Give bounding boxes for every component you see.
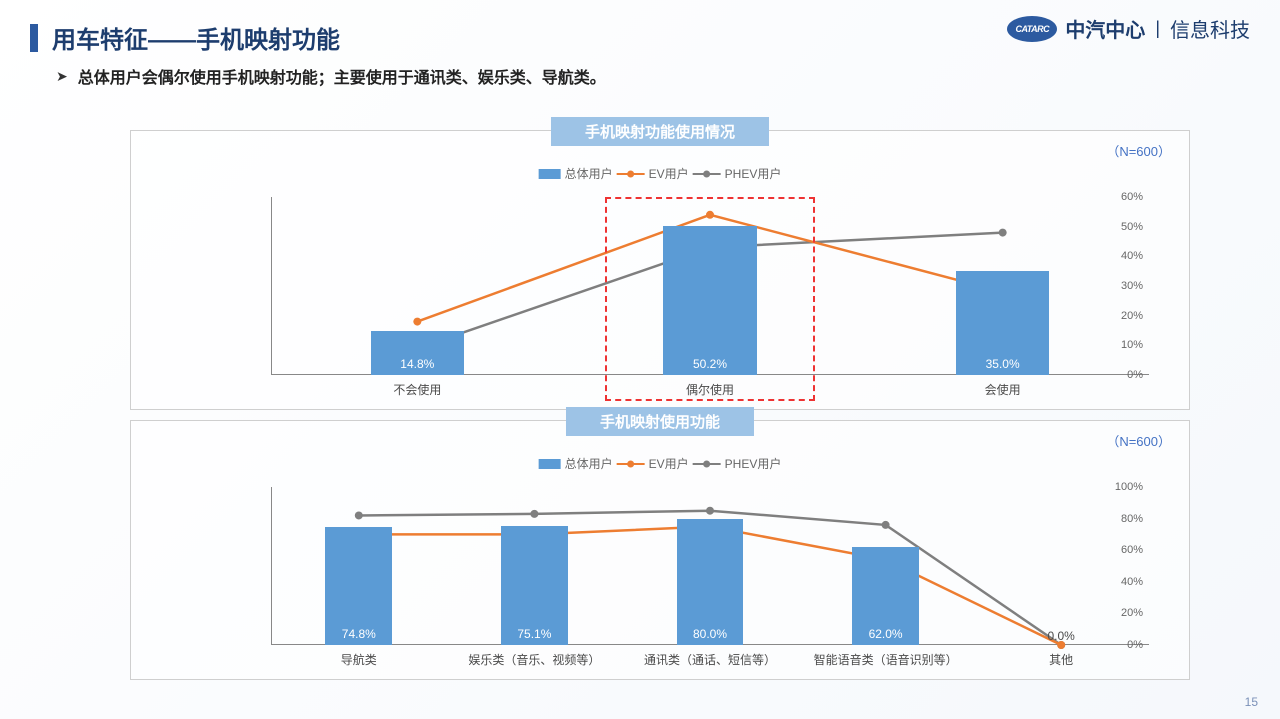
y-tick-label: 10% <box>1121 339 1143 351</box>
bar: 14.8% <box>371 331 465 375</box>
y-tick-label: 0% <box>1127 639 1143 651</box>
y-tick-label: 40% <box>1121 250 1143 262</box>
y-tick-label: 30% <box>1121 280 1143 292</box>
series-marker <box>706 507 714 515</box>
bar-value-label: 75.1% <box>501 627 568 641</box>
series-marker <box>882 521 890 529</box>
series-marker <box>999 229 1007 237</box>
bar-value-label: 80.0% <box>677 627 744 641</box>
y-tick-label: 20% <box>1121 607 1143 619</box>
panel-title-wrap: 手机映射使用功能 <box>566 407 754 436</box>
bar: 74.8% <box>325 527 392 645</box>
chart-panel-functions: 手机映射使用功能 （N=600） 总体用户 EV用户 PHEV用户 0%20%4… <box>130 420 1190 680</box>
logo-divider: | <box>1155 18 1160 39</box>
highlight-box <box>605 197 816 401</box>
bar: 80.0% <box>677 519 744 645</box>
category-label: 其他 <box>1049 651 1073 668</box>
y-tick-label: 60% <box>1121 544 1143 556</box>
panel-title-wrap: 手机映射功能使用情况 <box>551 117 769 146</box>
panel-title: 手机映射使用功能 <box>600 411 720 432</box>
legend-ev-line-icon <box>617 463 645 465</box>
y-tick-label: 80% <box>1121 513 1143 525</box>
bar-value-label: 74.8% <box>325 627 392 641</box>
legend-bar-icon <box>539 459 561 469</box>
legend: 总体用户 EV用户 PHEV用户 <box>539 455 782 472</box>
subtitle-text: 总体用户会偶尔使用手机映射功能；主要使用于通讯类、娱乐类、导航类。 <box>78 64 606 88</box>
panel-title: 手机映射功能使用情况 <box>585 121 735 142</box>
sample-size-label: （N=600） <box>1106 141 1171 160</box>
bar: 62.0% <box>852 547 919 645</box>
title-accent-bar <box>30 24 38 52</box>
category-label: 智能语音类（语音识别等） <box>814 651 958 668</box>
plot-area: 0%10%20%30%40%50%60%14.8%不会使用50.2%偶尔使用35… <box>271 197 1149 375</box>
category-label: 导航类 <box>341 651 377 668</box>
series-marker <box>355 511 363 519</box>
bar-value-label: 35.0% <box>956 357 1050 371</box>
legend-bar-label: 总体用户 <box>565 455 613 472</box>
category-label: 通讯类（通话、短信等） <box>644 651 776 668</box>
category-label: 会使用 <box>985 381 1021 398</box>
legend-phev-line-icon <box>693 463 721 465</box>
bar-value-label: 0.0% <box>1028 629 1095 643</box>
legend: 总体用户 EV用户 PHEV用户 <box>539 165 782 182</box>
bullet-arrow-icon: ➤ <box>56 68 68 85</box>
logo-text-sub: 信息科技 <box>1170 14 1250 43</box>
bar-value-label: 62.0% <box>852 627 919 641</box>
header: 用车特征——手机映射功能 CATARC 中汽中心 | 信息科技 <box>30 20 1250 55</box>
page-title: 用车特征——手机映射功能 <box>52 20 340 55</box>
sample-size-label: （N=600） <box>1106 431 1171 450</box>
logo-oval-text: CATARC <box>1015 24 1049 34</box>
legend-ev-label: EV用户 <box>649 455 689 472</box>
bar: 35.0% <box>956 271 1050 375</box>
chart-panel-usage: 手机映射功能使用情况 （N=600） 总体用户 EV用户 PHEV用户 0%10… <box>130 130 1190 410</box>
legend-phev-label: PHEV用户 <box>725 455 782 472</box>
y-tick-label: 0% <box>1127 369 1143 381</box>
legend-phev-line-icon <box>693 173 721 175</box>
y-tick-label: 40% <box>1121 576 1143 588</box>
plot-area: 0%20%40%60%80%100%74.8%导航类75.1%娱乐类（音乐、视频… <box>271 487 1149 645</box>
legend-ev-label: EV用户 <box>649 165 689 182</box>
logo-text-cn: 中汽中心 <box>1065 14 1145 43</box>
series-marker <box>530 510 538 518</box>
page-number: 15 <box>1245 695 1258 709</box>
legend-bar-label: 总体用户 <box>565 165 613 182</box>
category-label: 娱乐类（音乐、视频等） <box>468 651 600 668</box>
legend-phev-label: PHEV用户 <box>725 165 782 182</box>
logo-oval-icon: CATARC <box>1007 16 1057 42</box>
series-marker <box>413 318 421 326</box>
y-tick-label: 50% <box>1121 221 1143 233</box>
brand-logo: CATARC 中汽中心 | 信息科技 <box>1007 14 1250 43</box>
subtitle-row: ➤ 总体用户会偶尔使用手机映射功能；主要使用于通讯类、娱乐类、导航类。 <box>56 64 606 88</box>
y-tick-label: 60% <box>1121 191 1143 203</box>
y-tick-label: 20% <box>1121 310 1143 322</box>
bar-value-label: 14.8% <box>371 357 465 371</box>
legend-ev-line-icon <box>617 173 645 175</box>
y-tick-label: 100% <box>1115 481 1143 493</box>
category-label: 不会使用 <box>393 381 441 398</box>
legend-bar-icon <box>539 169 561 179</box>
bar: 75.1% <box>501 526 568 645</box>
